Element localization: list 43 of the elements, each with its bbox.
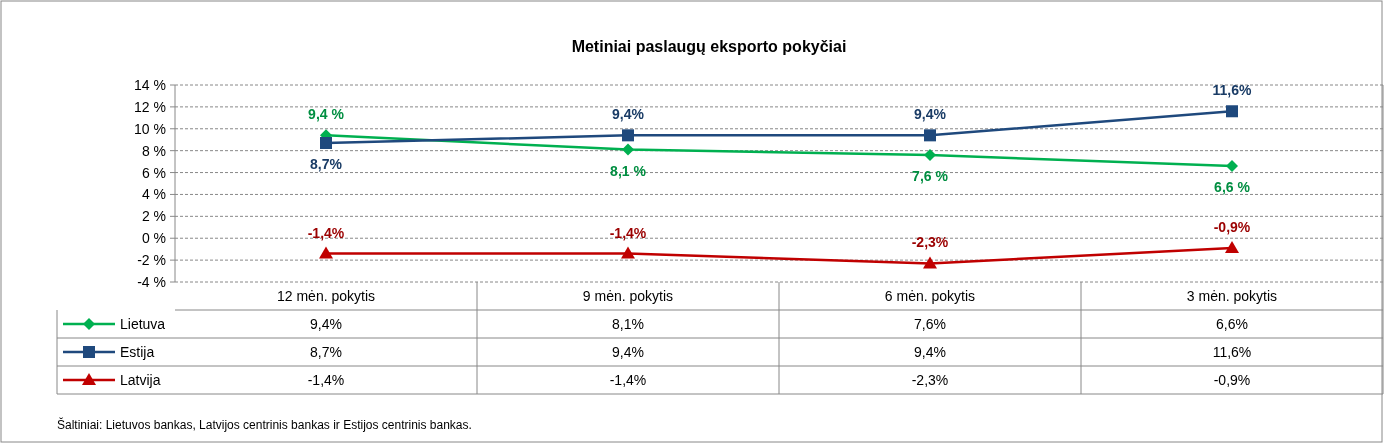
y-tick-label: 6 % xyxy=(141,164,166,181)
chart-title: Metiniai paslaugų eksporto pokyčiai xyxy=(571,38,847,55)
text: 6,6 % xyxy=(1214,178,1250,195)
legend-label: Lietuva xyxy=(120,316,166,332)
text: 11,6% xyxy=(1212,82,1252,99)
data-label: 9,4% xyxy=(914,344,946,360)
y-tick-label: 8 % xyxy=(141,142,166,159)
data-label: -1,4% xyxy=(307,372,345,388)
legend-label: Estija xyxy=(120,344,155,360)
y-tick-label: -4 % xyxy=(137,274,166,290)
x-tick-label: 12 mėn. pokytis xyxy=(276,288,376,304)
y-tick-label: 14 % xyxy=(134,77,166,93)
data-label: 9,4% xyxy=(612,344,644,360)
y-tick-label: 0 % xyxy=(141,230,166,247)
text: -0,9% xyxy=(1213,219,1251,236)
data-label: -1,4% xyxy=(609,372,647,388)
legend-label: Latvija xyxy=(120,372,161,388)
data-label: 9,4% xyxy=(310,316,342,332)
text: 9,4 % xyxy=(308,106,344,123)
data-label: 8,7% xyxy=(310,344,342,360)
y-tick-label: 4 % xyxy=(141,186,166,203)
x-tick-label: 6 mėn. pokytis xyxy=(884,288,976,304)
data-label: 8,1% xyxy=(612,316,644,332)
x-tick-label: 9 mėn. pokytis xyxy=(582,288,674,304)
data-label: 6,6% xyxy=(1216,316,1248,332)
x-tick-label: 3 mėn. pokytis xyxy=(1186,288,1278,304)
text: 8,7% xyxy=(310,156,342,173)
data-label: 11,6% xyxy=(1212,344,1252,360)
text: 8,1 % xyxy=(610,162,646,179)
y-tick-label: 2 % xyxy=(141,208,166,225)
text: Šaltiniai: Lietuvos bankas, Latvijos centrinis bankas ir Estijos centrinis bankas. xyxy=(57,417,472,432)
y-tick-label: 12 % xyxy=(134,98,166,115)
text: -1,4% xyxy=(609,224,647,241)
data-label: -0,9% xyxy=(1213,372,1251,388)
data-label: -2,3% xyxy=(911,372,949,388)
data-label: 7,6% xyxy=(914,316,946,332)
text: -2,3% xyxy=(911,234,949,251)
y-tick-label: -2 % xyxy=(137,252,166,269)
text: 9,4% xyxy=(914,106,946,123)
text: -1,4% xyxy=(307,224,345,241)
text: 9,4% xyxy=(612,106,644,123)
text: 7,6 % xyxy=(912,168,948,185)
y-tick-label: 10 % xyxy=(134,120,166,137)
